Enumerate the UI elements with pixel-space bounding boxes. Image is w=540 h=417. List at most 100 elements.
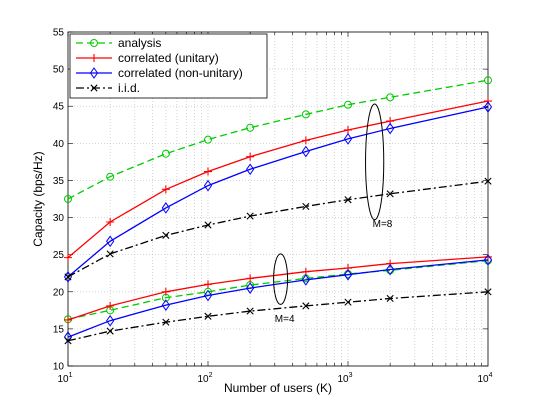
- data-point: [483, 101, 493, 113]
- data-point: [301, 136, 310, 145]
- data-point: [204, 221, 212, 229]
- data-point: [344, 196, 352, 204]
- data-point: [344, 100, 352, 109]
- data-point: [204, 135, 212, 144]
- data-point: [246, 163, 255, 176]
- data-point: [106, 327, 114, 335]
- data-point: [484, 177, 492, 185]
- data-point: [386, 294, 394, 303]
- annotation-ellipse: [273, 253, 289, 305]
- series-1: [64, 97, 492, 324]
- legend-entry: correlated (non-unitary): [76, 66, 243, 80]
- y-tick-label: 25: [53, 250, 65, 261]
- y-tick-label: 20: [53, 287, 65, 298]
- annotation-label: M=4: [275, 314, 295, 325]
- data-point: [89, 67, 99, 79]
- data-point: [162, 231, 170, 239]
- legend-label: analysis: [118, 36, 161, 50]
- data-point: [64, 253, 72, 262]
- legend-label: correlated (non-unitary): [118, 66, 243, 80]
- series-3: [64, 177, 492, 345]
- y-tick-label: 35: [53, 176, 65, 187]
- data-point: [203, 289, 213, 302]
- data-point: [106, 172, 115, 181]
- series-line: [67, 106, 489, 278]
- y-tick-label: 55: [53, 28, 65, 39]
- y-tick-label: 15: [53, 324, 65, 335]
- data-point: [90, 84, 98, 92]
- data-point: [483, 253, 493, 266]
- data-point: [161, 149, 170, 158]
- x-axis-label: Number of users (K): [224, 381, 332, 395]
- data-point: [302, 202, 310, 211]
- x-tick-label: 103: [337, 372, 352, 385]
- data-point: [301, 110, 310, 119]
- data-point: [161, 202, 170, 214]
- series-line: [67, 259, 489, 338]
- data-point: [246, 152, 255, 161]
- y-tick-label: 30: [53, 213, 65, 224]
- data-point: [246, 282, 255, 294]
- data-point: [302, 302, 310, 310]
- data-point: [344, 264, 352, 273]
- data-point: [64, 273, 72, 281]
- data-point: [301, 145, 310, 158]
- data-point: [386, 263, 395, 276]
- data-point: [106, 301, 115, 310]
- data-point: [343, 268, 353, 281]
- data-point: [386, 259, 395, 268]
- data-point: [64, 195, 72, 203]
- y-tick-label: 50: [53, 65, 65, 76]
- data-point: [106, 250, 114, 258]
- data-point: [204, 167, 212, 176]
- data-point: [64, 337, 72, 345]
- legend-box: [69, 33, 268, 99]
- data-point: [204, 280, 212, 289]
- axis-ticks: 10 15 20 25 30 35 40 45 50 55 101 102 103 104: [53, 28, 493, 386]
- data-point: [484, 288, 492, 296]
- data-point: [63, 331, 73, 343]
- series-line: [67, 100, 489, 259]
- data-point: [106, 218, 115, 227]
- legend-label: i.i.d.: [118, 81, 140, 95]
- series-line: [67, 291, 489, 342]
- annotation-label: M=8: [373, 219, 393, 230]
- legend-label: correlated (unitary): [118, 51, 219, 65]
- data-point: [90, 54, 98, 62]
- data-point: [106, 235, 115, 248]
- data-point: [203, 179, 213, 192]
- series-layer: [63, 76, 493, 345]
- data-point: [106, 314, 115, 327]
- data-point: [161, 299, 170, 312]
- data-point: [301, 274, 310, 286]
- data-point: [246, 123, 255, 132]
- data-point: [386, 190, 394, 198]
- data-point: [246, 212, 254, 220]
- data-point: [386, 122, 395, 135]
- series-2: [63, 101, 493, 343]
- series-line: [67, 79, 489, 200]
- data-point: [344, 125, 352, 134]
- series-line: [67, 259, 489, 320]
- y-axis-label: Capacity (bps/Hz): [31, 151, 45, 246]
- y-tick-label: 40: [53, 139, 65, 150]
- annotations: M=8 M=4: [273, 103, 393, 325]
- data-point: [386, 93, 395, 102]
- data-point: [90, 39, 98, 47]
- x-tick-label: 104: [477, 372, 492, 385]
- y-tick-label: 10: [53, 362, 65, 373]
- data-point: [343, 133, 353, 145]
- legend-entry: i.i.d.: [76, 81, 140, 95]
- data-point: [64, 315, 72, 324]
- data-point: [161, 287, 170, 296]
- data-point: [246, 307, 254, 315]
- legend-entry: correlated (unitary): [76, 51, 219, 65]
- x-tick-label: 102: [197, 372, 212, 385]
- data-point: [344, 298, 352, 306]
- data-point: [246, 274, 255, 283]
- data-point: [204, 312, 212, 320]
- x-tick-label: 101: [57, 372, 72, 385]
